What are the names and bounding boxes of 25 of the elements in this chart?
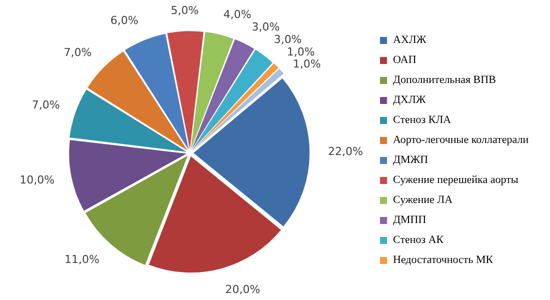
legend-label: Стеноз КЛА — [393, 114, 452, 126]
legend-label: Сужение перешейка аорты — [393, 174, 518, 186]
data-label: 22,0% — [328, 144, 363, 158]
data-label: 4,0% — [223, 8, 252, 22]
legend-label: АХЛЖ — [393, 34, 426, 46]
legend-label: ДМПП — [393, 214, 426, 226]
data-label: 5,0% — [170, 4, 199, 17]
legend-label: Стеноз АК — [393, 234, 444, 246]
data-label: 7,0% — [32, 98, 60, 112]
data-label: 6,0% — [110, 14, 138, 28]
legend-label: ОАП — [393, 54, 416, 66]
data-label: 20,0% — [225, 283, 260, 296]
data-label: 3,0% — [252, 20, 280, 34]
data-label: 1,0% — [292, 58, 321, 71]
data-label: 1,0% — [286, 45, 315, 58]
data-label: 11,0% — [64, 253, 100, 266]
data-label: 10,0% — [20, 173, 55, 186]
data-label: 3,0% — [274, 33, 302, 46]
legend-label: Сужение ЛА — [393, 194, 453, 206]
legend-label: ДМЖП — [393, 154, 428, 166]
legend-label: ДХЛЖ — [393, 94, 426, 106]
data-label: 7,0% — [64, 46, 92, 60]
legend-label: Недостаточность МК — [393, 254, 494, 266]
legend-label: Аорто-легочные коллатерали — [393, 134, 529, 146]
legend-label: Дополнительная ВПВ — [393, 74, 496, 86]
